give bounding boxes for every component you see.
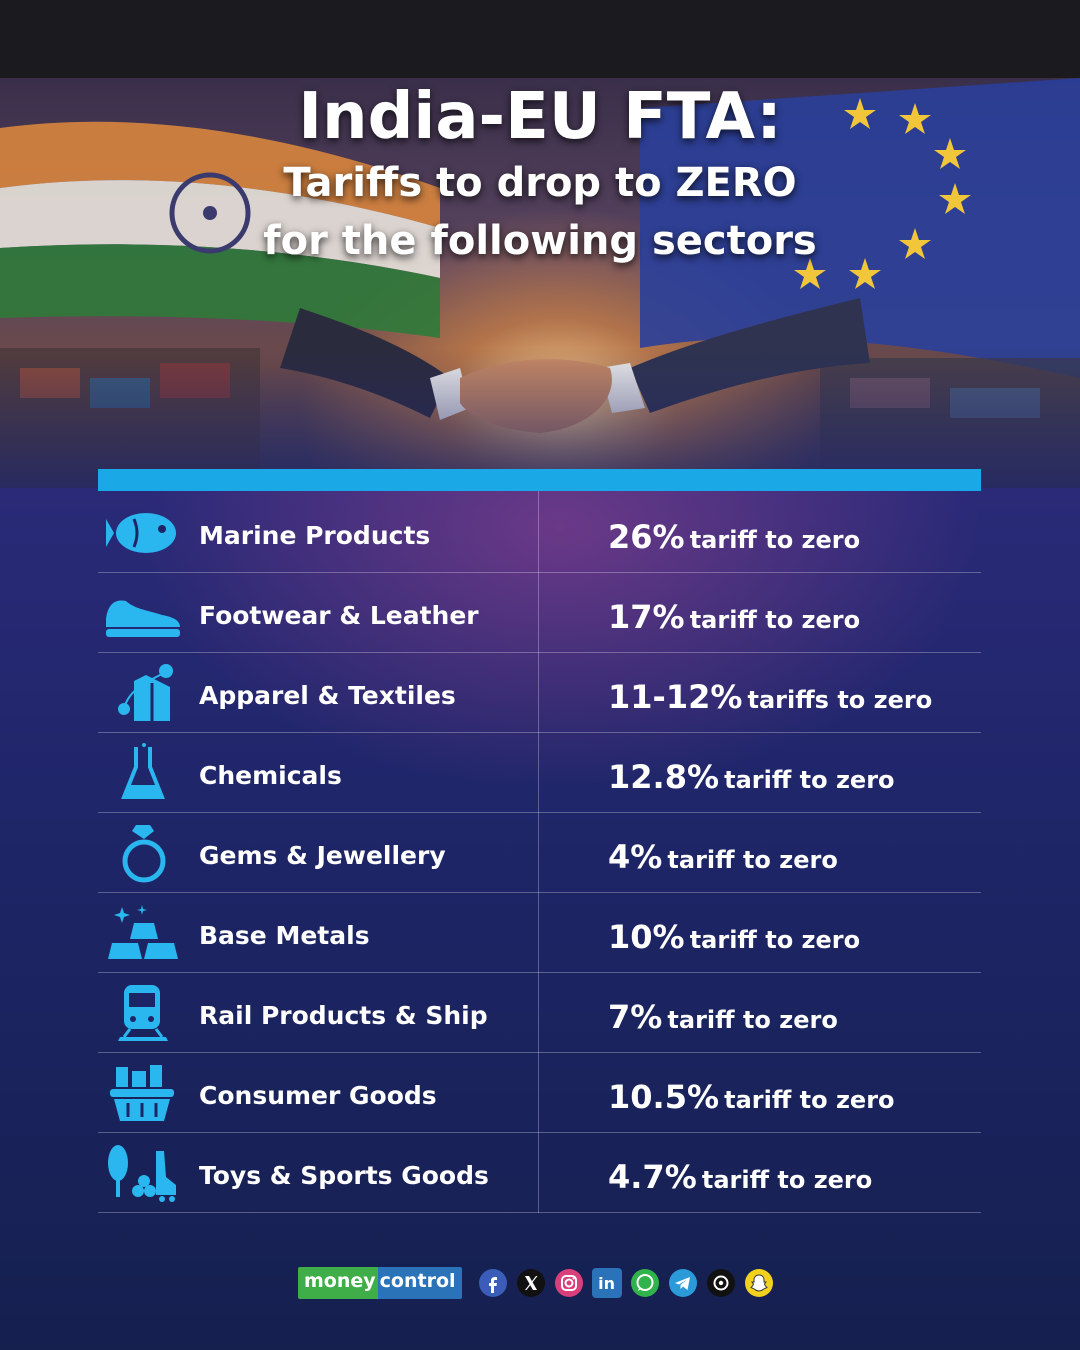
threads-icon[interactable]: [706, 1268, 736, 1298]
table-row: Chemicals 12.8% tariff to zero: [98, 733, 981, 813]
tariff-value: 4% tariff to zero: [608, 838, 838, 876]
tariff-value: 4.7% tariff to zero: [608, 1158, 872, 1196]
tariff-text: tariff to zero: [724, 766, 895, 794]
instagram-icon[interactable]: [554, 1268, 584, 1298]
brand-part-2: control: [377, 1267, 462, 1299]
tariff-percent: 10%: [608, 918, 685, 956]
tariff-value: 26% tariff to zero: [608, 518, 860, 556]
flask-icon: [104, 741, 182, 805]
table-row: Apparel & Textiles 11-12% tariffs to zer…: [98, 653, 981, 733]
tariff-text: tariff to zero: [724, 1086, 895, 1114]
page-subtitle-line-1: Tariffs to drop to ZERO: [283, 160, 797, 206]
tariff-text: tariff to zero: [689, 926, 861, 954]
telegram-icon[interactable]: [668, 1268, 698, 1298]
table-row: Marine Products 26% tariff to zero: [98, 493, 981, 573]
facebook-icon[interactable]: [478, 1268, 508, 1298]
top-bar: [0, 0, 1080, 78]
tariff-value: 11-12% tariffs to zero: [608, 678, 932, 716]
page-subtitle-line-2: for the following sectors: [263, 218, 817, 264]
tariff-percent: 4.7%: [608, 1158, 697, 1196]
gold-bars-icon: [104, 901, 182, 965]
fish-icon: [104, 501, 182, 565]
footer: money control in: [298, 1266, 774, 1300]
basket-icon: [104, 1061, 182, 1125]
tariff-value: 10.5% tariff to zero: [608, 1078, 895, 1116]
linkedin-label: in: [598, 1273, 615, 1293]
table-row: Consumer Goods 10.5% tariff to zero: [98, 1053, 981, 1133]
train-icon: [104, 981, 182, 1045]
tariff-percent: 17%: [608, 598, 685, 636]
sector-label: Consumer Goods: [199, 1081, 437, 1110]
ring-icon: [104, 821, 182, 885]
hero-image: [0, 78, 1080, 488]
tariff-text: tariffs to zero: [747, 686, 933, 714]
sector-label: Toys & Sports Goods: [199, 1161, 489, 1190]
hero-fade: [0, 348, 1080, 488]
tariff-text: tariff to zero: [689, 526, 861, 554]
table-background: [0, 488, 1080, 1350]
tariff-text: tariff to zero: [701, 1166, 873, 1194]
shoe-icon: [104, 581, 182, 645]
x-icon[interactable]: [516, 1268, 546, 1298]
table-row: Rail Products & Ship 7% tariff to zero: [98, 973, 981, 1053]
tariff-percent: 11-12%: [608, 678, 743, 716]
table-header-bar: [98, 469, 981, 491]
tariff-percent: 4%: [608, 838, 663, 876]
page-title: India-EU FTA:: [298, 80, 782, 154]
tariff-percent: 10.5%: [608, 1078, 720, 1116]
table-row: Gems & Jewellery 4% tariff to zero: [98, 813, 981, 893]
tariff-value: 7% tariff to zero: [608, 998, 838, 1036]
tariff-text: tariff to zero: [689, 606, 861, 634]
sector-label: Gems & Jewellery: [199, 841, 446, 870]
table-row: Base Metals 10% tariff to zero: [98, 893, 981, 973]
tariff-value: 17% tariff to zero: [608, 598, 860, 636]
sector-label: Base Metals: [199, 921, 370, 950]
apparel-icon: [104, 661, 182, 725]
sector-label: Chemicals: [199, 761, 342, 790]
whatsapp-icon[interactable]: [630, 1268, 660, 1298]
tariff-text: tariff to zero: [667, 1006, 838, 1034]
table-row: Toys & Sports Goods 4.7% tariff to zero: [98, 1133, 981, 1213]
tariff-value: 10% tariff to zero: [608, 918, 860, 956]
sector-label: Apparel & Textiles: [199, 681, 456, 710]
tariff-percent: 7%: [608, 998, 663, 1036]
brand-part-1: money: [298, 1267, 378, 1299]
sector-label: Footwear & Leather: [199, 601, 479, 630]
tariff-percent: 12.8%: [608, 758, 720, 796]
tariff-percent: 26%: [608, 518, 685, 556]
column-divider: [538, 491, 539, 1213]
snapchat-icon[interactable]: [744, 1268, 774, 1298]
toys-sports-icon: [104, 1141, 182, 1205]
tariff-text: tariff to zero: [667, 846, 838, 874]
sector-label: Marine Products: [199, 521, 431, 550]
sector-label: Rail Products & Ship: [199, 1001, 488, 1030]
linkedin-icon[interactable]: in: [591, 1268, 622, 1298]
table-row: Footwear & Leather 17% tariff to zero: [98, 573, 981, 653]
moneycontrol-logo[interactable]: money control: [298, 1267, 462, 1299]
tariff-value: 12.8% tariff to zero: [608, 758, 895, 796]
